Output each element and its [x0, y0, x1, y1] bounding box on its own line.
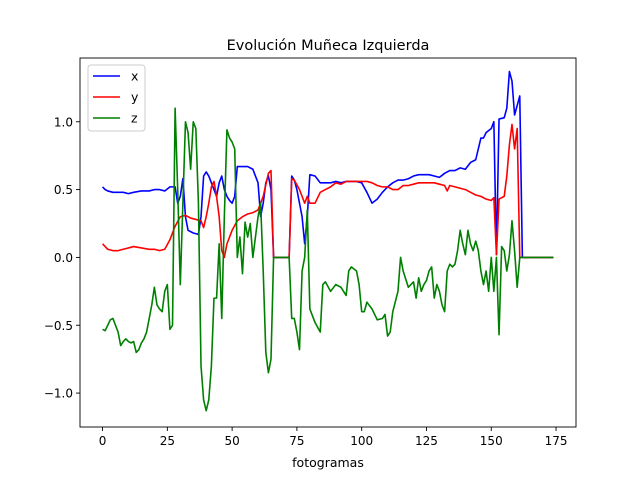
- y-tick-label: 0.5: [54, 183, 73, 197]
- y-tick-label: −0.5: [44, 319, 73, 333]
- y-tick-label: −1.0: [44, 387, 73, 401]
- series-line-y: [101, 123, 554, 259]
- x-axis: 0 25 50 75 100 125 150 175: [99, 427, 568, 448]
- legend-box: [87, 64, 146, 132]
- chart-title: Evolución Muñeca Izquierda: [227, 38, 430, 54]
- x-tick-label: 100: [350, 434, 373, 448]
- legend: xyz: [87, 64, 146, 132]
- series-layer: [101, 70, 554, 412]
- legend-label-y: y: [131, 90, 139, 105]
- plot-area: [79, 57, 577, 428]
- legend-label-x: x: [131, 69, 138, 84]
- series-line-x: [101, 70, 554, 259]
- y-tick-label: 0.0: [54, 251, 73, 265]
- series-line-z: [102, 107, 554, 412]
- y-tick-label: 1.0: [54, 115, 73, 129]
- x-tick-label: 50: [224, 434, 239, 448]
- y-axis: −1.0 −0.5 0.0 0.5 1.0: [44, 115, 80, 401]
- x-tick-label: 175: [545, 434, 568, 448]
- x-axis-label: fotogramas: [292, 455, 364, 470]
- x-tick-label: 75: [289, 434, 304, 448]
- x-tick-label: 150: [480, 434, 503, 448]
- legend-label-z: z: [131, 111, 138, 126]
- x-tick-label: 125: [415, 434, 438, 448]
- plot-background: [80, 58, 576, 427]
- x-tick-label: 0: [99, 434, 107, 448]
- x-tick-label: 25: [160, 434, 175, 448]
- plot-frame: [79, 57, 577, 428]
